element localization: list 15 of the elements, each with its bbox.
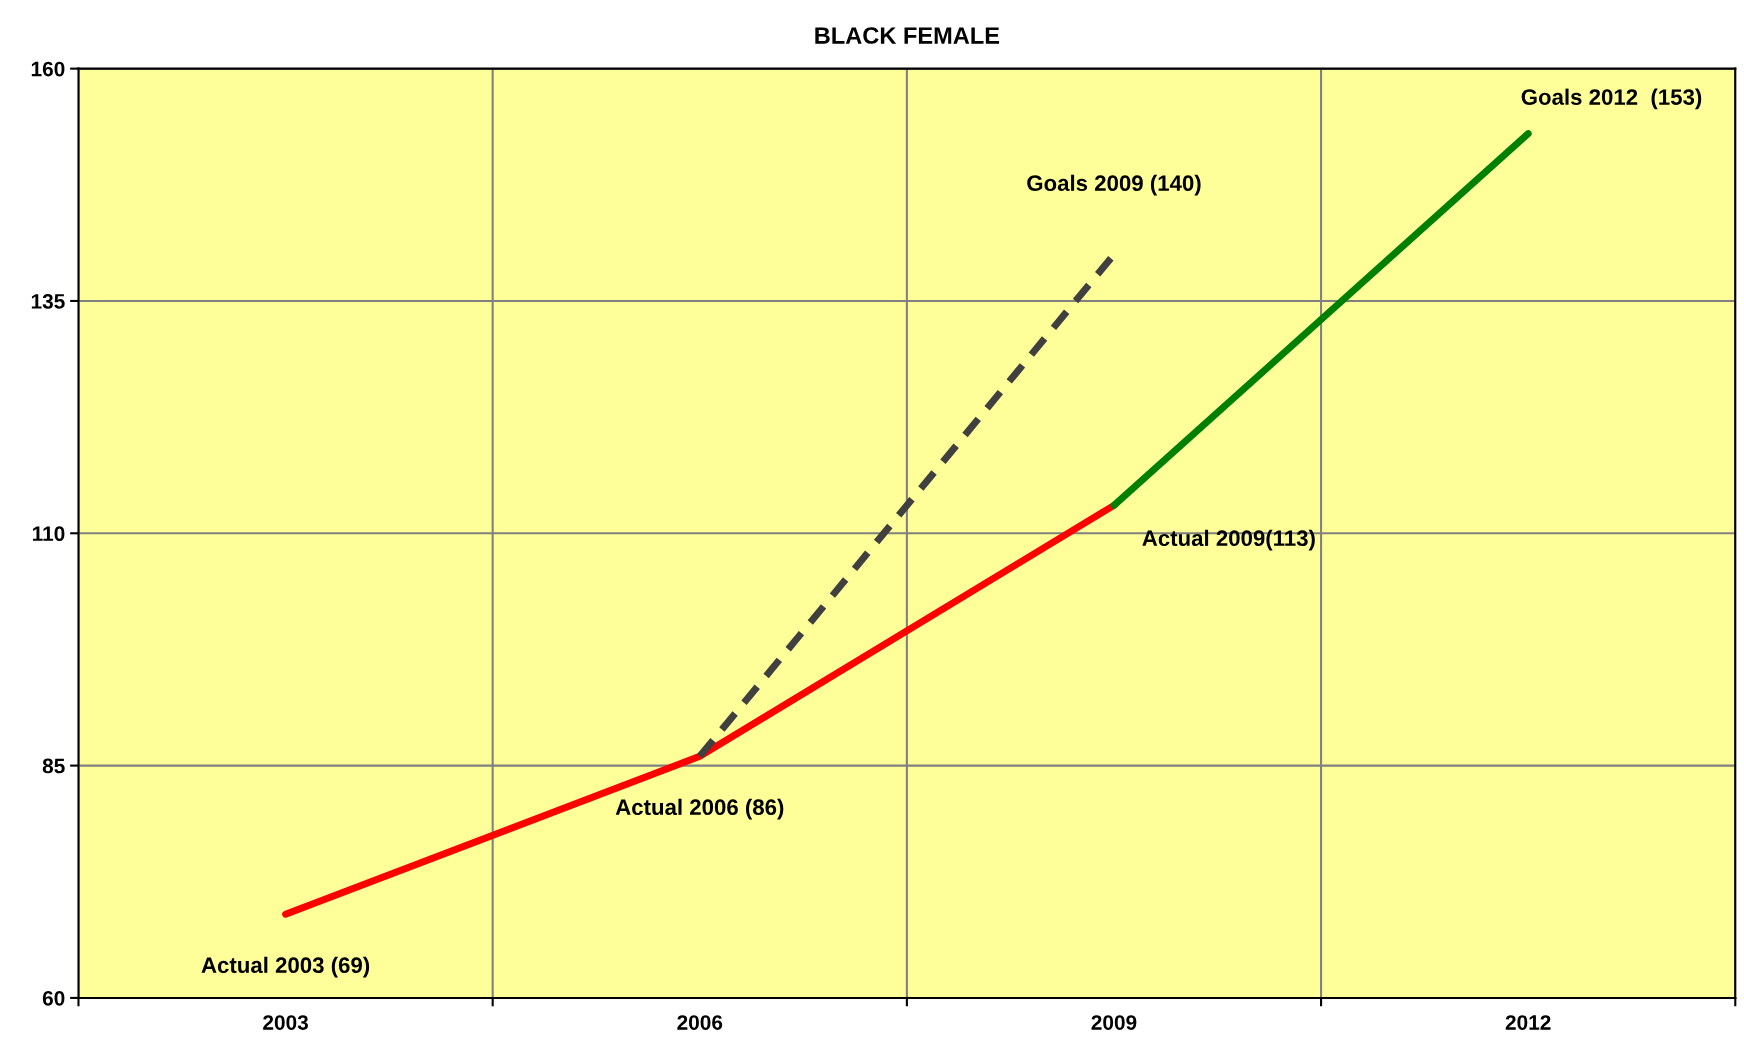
x-tick-label: 2003 [263,1015,308,1030]
x-tick-label: 2006 [677,1015,723,1030]
y-tick-label: 85 [42,758,65,774]
y-tick-label: 135 [31,293,65,309]
y-tick-label: 60 [42,990,65,1006]
chart-title: BLACK FEMALE [815,27,1000,44]
y-tick-label: 160 [31,61,65,77]
annotation: Goals 2009 (140) [1027,174,1201,196]
x-tick-label: 2009 [1091,1015,1137,1030]
annotation: Goals 2012 (153) [1521,88,1702,110]
annotation: Actual 2006 (86) [615,798,784,820]
annotation: Actual 2009(113) [1142,529,1315,551]
y-tick-label: 110 [32,526,65,542]
annotation: Actual 2003 (69) [201,956,370,978]
x-tick-label: 2012 [1505,1015,1551,1030]
